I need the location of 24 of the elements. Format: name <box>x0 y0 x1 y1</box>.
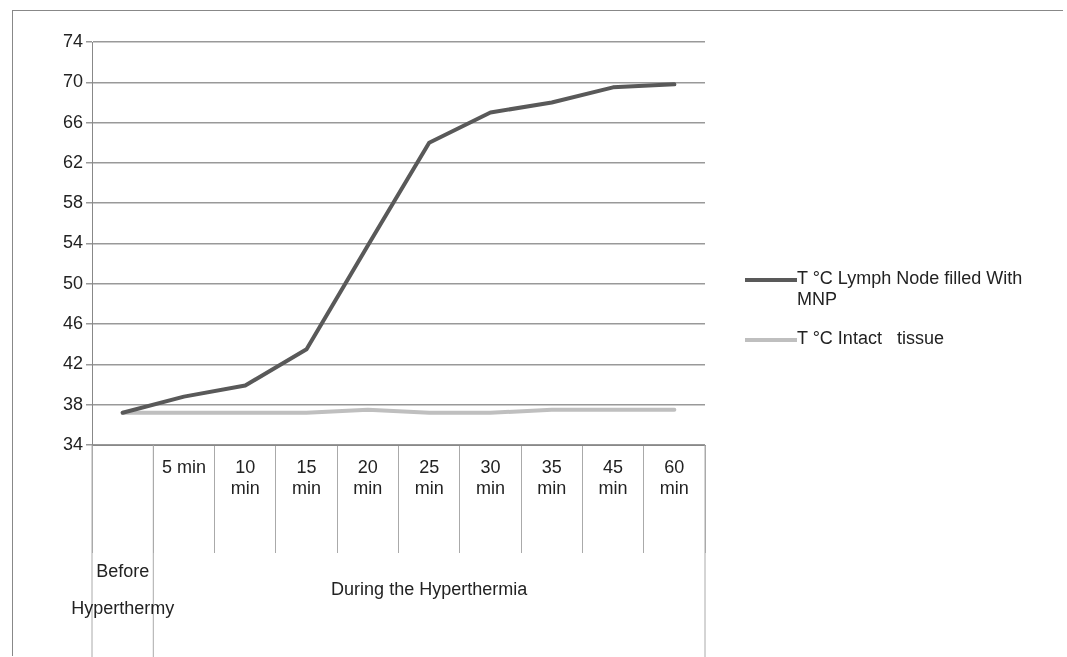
y-tick-label: 70 <box>62 71 83 92</box>
legend-label: T °C Intact tissue <box>797 328 945 349</box>
x-tick-label: 10 min <box>230 456 260 499</box>
x-tick-label: 15 min <box>292 456 322 499</box>
y-tick-label: 34 <box>62 433 83 454</box>
x-tick-label: 20 min <box>353 456 383 499</box>
x-tick-label: 30 min <box>475 456 505 499</box>
text: During the Hyperthermia <box>331 578 529 599</box>
y-tick-label: 58 <box>62 192 83 213</box>
x-tick-label: 60 min <box>659 456 689 499</box>
y-tick-label: 42 <box>62 353 83 374</box>
y-tick-label: 38 <box>62 393 83 414</box>
y-tick-label: 54 <box>62 232 83 253</box>
y-tick-label: 74 <box>62 30 83 51</box>
y-tick-label: 62 <box>62 151 83 172</box>
legend-label: T °C Lymph Node filled With MNP <box>797 268 1024 310</box>
y-tick-label: 50 <box>62 272 83 293</box>
y-tick-label: 66 <box>62 111 83 132</box>
text: Before Hyperthermy <box>71 560 175 618</box>
x-tick-label: 35 min <box>537 456 567 499</box>
x-tick-label: 45 min <box>598 456 628 499</box>
x-tick-label: 25 min <box>414 456 444 499</box>
y-tick-label: 46 <box>62 313 83 334</box>
x-tick-label: 5 min <box>161 456 206 477</box>
